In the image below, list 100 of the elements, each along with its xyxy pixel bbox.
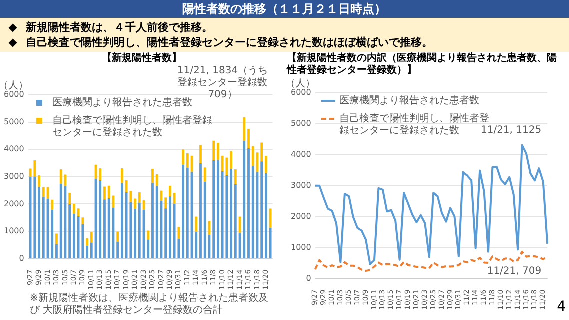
bar: [248, 129, 250, 149]
bar: [243, 141, 246, 258]
bar: [51, 210, 54, 258]
bar: [265, 173, 268, 258]
bar: [216, 143, 220, 160]
bar: [221, 156, 224, 172]
bar: [68, 204, 72, 258]
bar: [226, 176, 228, 258]
bar: [164, 208, 168, 258]
bar: [152, 183, 154, 258]
bar: [269, 208, 272, 228]
y-tick-label: 5000: [4, 117, 24, 126]
bar: [147, 240, 150, 258]
bar: [212, 160, 216, 258]
y-tick-label: 5000: [291, 119, 312, 128]
y-tick-label: 1000: [291, 242, 312, 252]
bar: [86, 238, 88, 246]
bar: [82, 218, 84, 224]
annotation: 11/21, 1125: [480, 124, 542, 136]
bar: [147, 230, 150, 240]
y-tick-label: 4000: [4, 144, 24, 154]
bar: [60, 184, 62, 258]
bar: [204, 168, 206, 182]
bar: [108, 198, 110, 258]
bar: [265, 156, 268, 174]
bar: [269, 228, 272, 258]
bar: [168, 186, 172, 197]
bar: [134, 198, 136, 210]
bar: [42, 187, 45, 198]
bar: [152, 168, 154, 184]
y-tick-label: 1000: [4, 226, 24, 236]
bar: [38, 176, 40, 188]
bar: [186, 153, 189, 168]
bar: [204, 182, 206, 258]
legend-label: 自己検査で陽性判明し、陽性者登録センターに登録された数: [52, 114, 212, 139]
bar: [116, 232, 120, 242]
bar: [221, 171, 224, 258]
bar: [104, 200, 106, 258]
y-tick-label: 2000: [4, 199, 24, 208]
y-tick-label: 3000: [291, 180, 312, 190]
y-tick-label: 0: [306, 274, 312, 283]
y-tick-label: 4000: [291, 150, 312, 160]
bar: [168, 196, 172, 258]
bar: [72, 214, 76, 258]
bar: [138, 202, 141, 258]
bar: [252, 166, 254, 258]
bar: [260, 142, 264, 162]
y-tick-label: 6000: [291, 88, 312, 98]
bar: [234, 170, 237, 185]
text: 新規陽性者数は、４千人前後で推移。: [26, 20, 213, 35]
bar: [182, 164, 184, 258]
bar: [138, 192, 141, 203]
text: ※新規陽性者数は、医療機関より報告された患者数及び 大阪府陽性者登録センター登録数の合計: [29, 293, 270, 317]
bar: [56, 244, 58, 258]
bar: [125, 192, 128, 258]
bar: [164, 198, 168, 209]
bar: [195, 232, 198, 258]
bar: [60, 170, 62, 184]
bar: [226, 158, 228, 176]
bar: [68, 193, 72, 204]
y-axis-title: （人）: [0, 80, 28, 92]
bar: [108, 186, 110, 198]
text: 4: [557, 299, 566, 315]
bar: [260, 162, 264, 258]
bar: [134, 209, 136, 258]
bar: [82, 224, 84, 258]
y-axis-title: （人）: [285, 78, 316, 90]
bar: [34, 176, 36, 258]
bar: [90, 232, 93, 243]
y-tick-label: 0: [19, 254, 24, 263]
bar: [186, 168, 189, 258]
y-tick-label: 2000: [291, 212, 312, 221]
bar: [42, 197, 45, 258]
bar: [195, 216, 198, 232]
bar: [230, 169, 232, 258]
bar: [243, 117, 246, 142]
bar: [173, 204, 176, 258]
bar: [200, 145, 202, 164]
bar: [99, 168, 102, 180]
bar: [230, 151, 232, 170]
bar: [90, 242, 93, 258]
bar: [200, 164, 202, 258]
bar: [99, 180, 102, 258]
bar: [104, 186, 106, 200]
bar: [173, 193, 176, 204]
bar: [86, 246, 88, 258]
legend-label: 医療機関より報告された患者数: [339, 94, 480, 107]
bar: [120, 183, 124, 258]
bar: [216, 160, 220, 258]
chart-title: 【新規陽性者数の内訳（医療機関より報告された患者数、陽性者登録センター登録数）】: [287, 53, 558, 77]
text: 陽性者数の推移（１１月２１日時点）: [0, 0, 569, 18]
bar: [120, 168, 124, 184]
bar: [38, 187, 40, 258]
bar: [234, 184, 237, 258]
y-tick-label: 3000: [4, 172, 24, 181]
text: 自己検査で陽性判明し、陽性者登録センターに登録された数はほぼ横ばいで推移。: [26, 35, 433, 50]
y-tick-label: 6000: [4, 90, 24, 100]
bar: [156, 186, 158, 258]
bar: [56, 234, 58, 244]
bar: [212, 140, 216, 161]
